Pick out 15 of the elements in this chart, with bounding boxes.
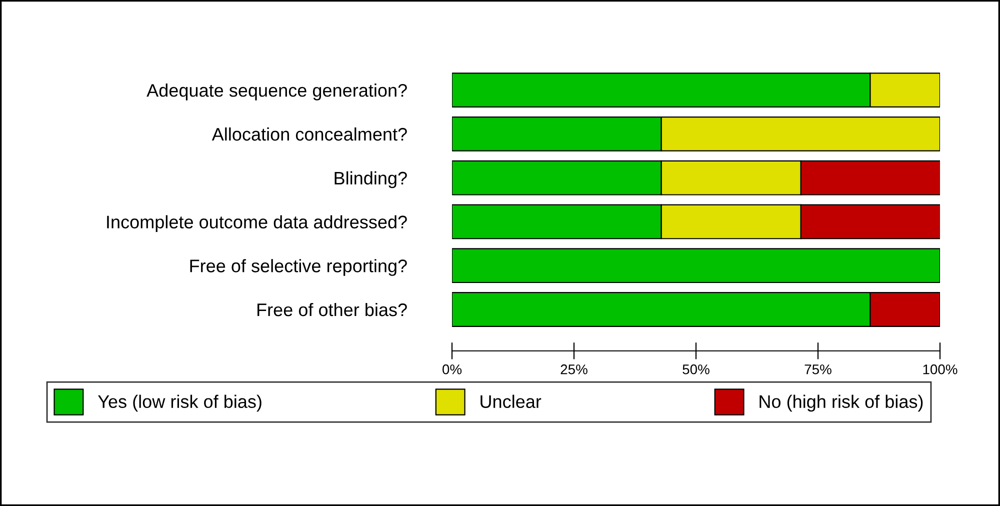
legend-label: No (high risk of bias)	[760, 394, 923, 412]
x-tick-label: 50%	[682, 364, 710, 374]
y-tick-label: Blinding?	[334, 171, 407, 188]
legend-label: Unclear	[480, 394, 542, 408]
y-tick-label: Incomplete outcome data addressed?	[107, 215, 407, 232]
y-tick-label: Adequate sequence generation?	[146, 84, 407, 100]
y-tick-label: Free of other bias?	[258, 302, 407, 316]
x-tick-label: 25%	[560, 364, 588, 374]
y-tick-label: Free of selective reporting?	[190, 259, 407, 276]
legend-label: Yes (low risk of bias)	[98, 394, 262, 412]
x-tick-label: 75%	[804, 364, 832, 374]
bar	[452, 248, 940, 284]
x-tick-label: 0%	[442, 364, 462, 374]
x-tick-label: 100%	[923, 364, 958, 374]
y-tick-label: Allocation concealment?	[212, 127, 407, 141]
